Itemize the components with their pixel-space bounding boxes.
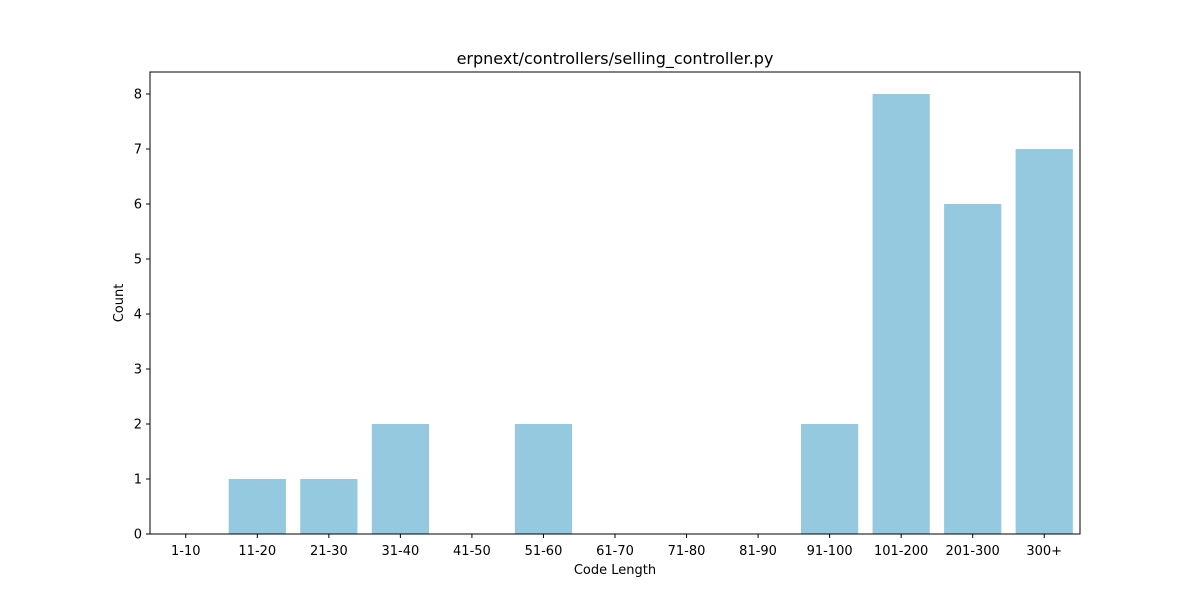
y-tick-label: 3	[134, 363, 142, 378]
plot-area-frame	[149, 71, 1081, 535]
x-tick-label: 31-40	[381, 544, 419, 559]
x-tick-label: 61-70	[596, 544, 634, 559]
x-tick-label: 51-60	[525, 544, 563, 559]
bar-11-20	[228, 479, 286, 534]
bar-51-60	[514, 424, 573, 534]
x-tick-label: 41-50	[453, 544, 491, 559]
x-tick-label: 1-10	[171, 544, 201, 559]
y-tick-label: 7	[134, 143, 142, 158]
y-tick-label: 2	[134, 418, 142, 433]
x-tick-label: 71-80	[668, 544, 706, 559]
y-tick-label: 4	[134, 308, 142, 323]
y-tick-label: 5	[134, 253, 142, 268]
bar-201-300	[944, 204, 1002, 534]
x-tick-label: 11-20	[238, 544, 276, 559]
x-tick-label: 81-90	[739, 544, 777, 559]
y-tick-label: 8	[134, 88, 142, 103]
bar-31-40	[371, 424, 429, 534]
x-tick-label: 300+	[1026, 544, 1062, 559]
bar-300+	[1015, 149, 1073, 534]
y-tick-label: 6	[134, 198, 142, 213]
y-axis-label: Count	[112, 284, 127, 323]
chart-title: erpnext/controllers/selling_controller.p…	[457, 49, 774, 69]
x-tick-label: 201-300	[946, 544, 1000, 559]
y-tick-label: 1	[134, 473, 142, 488]
bar-21-30	[300, 479, 358, 534]
x-axis-label: Code Length	[574, 563, 656, 578]
x-tick-label: 21-30	[310, 544, 348, 559]
x-tick-label: 101-200	[874, 544, 928, 559]
x-tick-label: 91-100	[807, 544, 853, 559]
bar-91-100	[801, 424, 859, 534]
bar-101-200	[872, 94, 930, 534]
bars-group	[228, 94, 1073, 534]
x-axis-ticks: 1-10 11-20 21-30 31-40 41-50 51-60 61-70 71-80 8…	[171, 534, 1062, 559]
y-tick-label: 0	[134, 528, 142, 543]
y-axis-ticks: 0 1 2 3 4 5 6 7 8	[134, 88, 150, 543]
